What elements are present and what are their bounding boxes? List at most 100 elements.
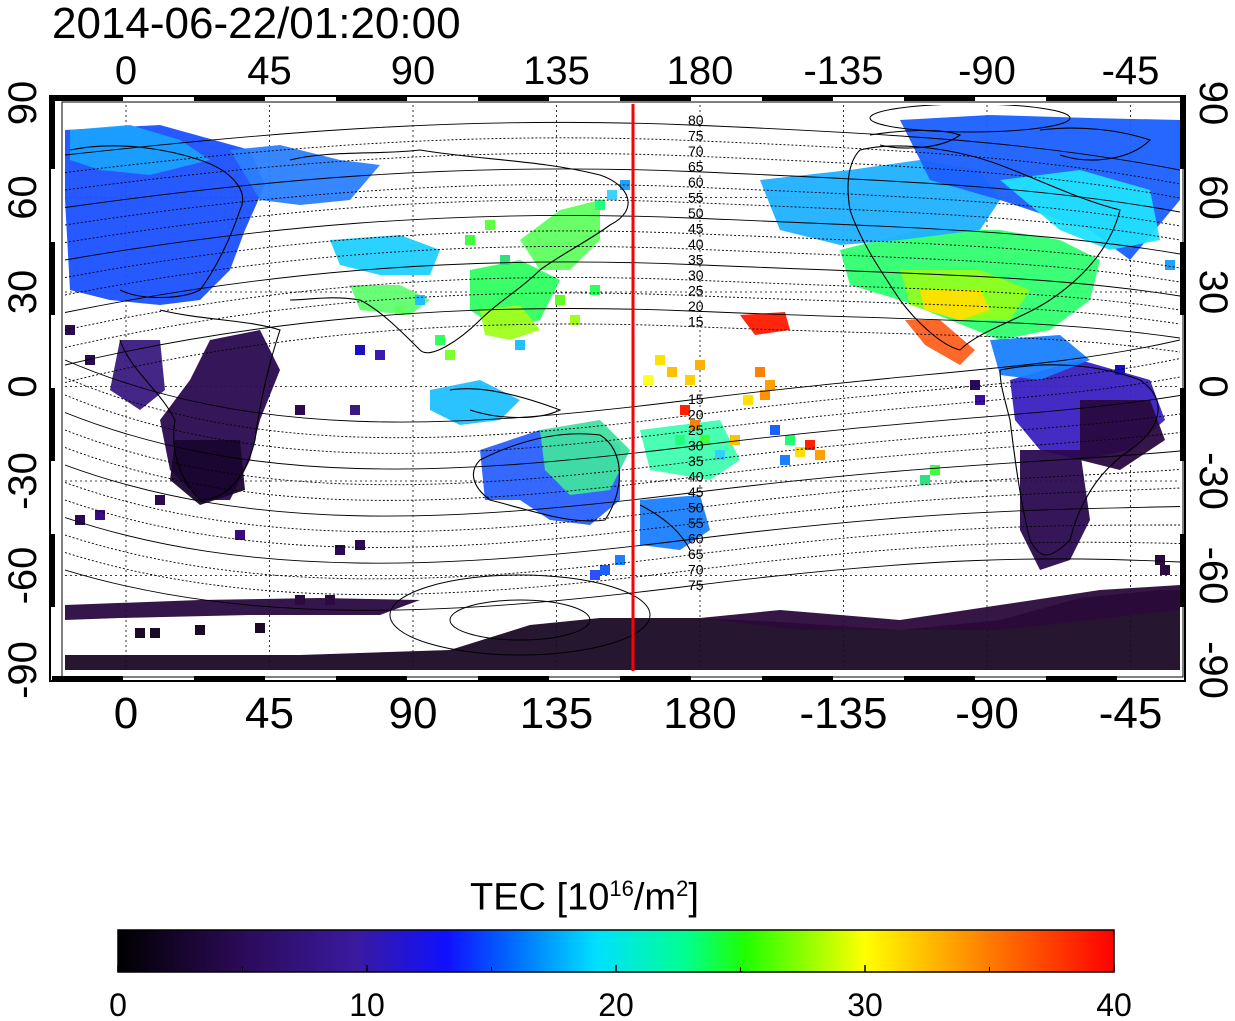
tec-cell (75, 515, 85, 525)
coastlines (69, 127, 1159, 556)
tec-patch (65, 590, 1180, 670)
tec-cell (95, 510, 105, 520)
coastline (1039, 127, 1152, 161)
tec-cell (815, 450, 825, 460)
tec-patch (640, 495, 710, 550)
tec-cell (590, 285, 600, 295)
contour-line (65, 152, 1180, 199)
coastline (289, 149, 629, 271)
lon-tick-label-bottom: -135 (799, 689, 887, 738)
lat-tick-label-left: 60 (1, 175, 45, 220)
scalebar-segment (52, 676, 123, 681)
tec-cell (255, 623, 265, 633)
contour-label: 80 (688, 112, 704, 128)
tec-cell (595, 200, 605, 210)
tec-cell (485, 220, 495, 230)
tec-cell (620, 180, 630, 190)
tec-cell (500, 255, 510, 265)
contour-label: 25 (688, 283, 704, 299)
scalebar-segment (50, 96, 55, 169)
scalebar-segment (1180, 96, 1185, 169)
tec-cell (685, 375, 695, 385)
lon-tick-label-top: 45 (247, 49, 292, 93)
contour-label: 65 (688, 159, 704, 175)
scalebar-segment (762, 676, 833, 681)
scalebar-segment (1180, 388, 1185, 461)
contour-line (65, 121, 1180, 171)
tec-cell (85, 355, 95, 365)
tec-patch (1080, 400, 1165, 470)
tec-cell (970, 380, 980, 390)
tec-cell (435, 335, 445, 345)
lon-tick-label-top: -90 (958, 49, 1016, 93)
tec-cell (607, 190, 617, 200)
scalebar-segment (478, 676, 549, 681)
tec-patch (920, 290, 990, 320)
tec-patch (330, 235, 440, 275)
tec-cell (570, 315, 580, 325)
tec-cell (325, 595, 335, 605)
tec-cell (643, 375, 653, 385)
contour-label: 40 (688, 236, 704, 252)
tec-cell (795, 447, 805, 457)
contour-ring (449, 599, 591, 641)
tec-cell (805, 440, 815, 450)
contour-label: 45 (688, 221, 704, 237)
colorbar-tick-label: 10 (349, 987, 385, 1021)
contour-label: 50 (688, 205, 704, 221)
tec-cell (655, 355, 665, 365)
tec-patch (480, 305, 540, 340)
coastline (847, 145, 1121, 351)
tec-cell (415, 295, 425, 305)
tec-cell (600, 565, 610, 575)
scalebar-segment (904, 96, 975, 101)
contour-line (65, 541, 1180, 595)
contour-line (65, 413, 1180, 486)
contour-label: 30 (688, 438, 704, 454)
tec-cell (555, 295, 565, 305)
tec-cell (1155, 555, 1165, 565)
lat-tick-label-right: -60 (1191, 547, 1235, 605)
tec-cell (195, 625, 205, 635)
lat-tick-label-right: 0 (1191, 375, 1235, 397)
tec-patch (230, 145, 380, 205)
lon-tick-label-bottom: 0 (114, 689, 138, 738)
tec-patch (70, 125, 210, 175)
tec-cell (295, 405, 305, 415)
scalebar-segment (1180, 242, 1185, 315)
tec-cell (675, 435, 685, 445)
tec-cell (743, 395, 753, 405)
scalebar-segment (620, 676, 691, 681)
tec-patch (905, 320, 975, 365)
contour-label: 25 (688, 422, 704, 438)
scalebar-segment (478, 96, 549, 101)
colorbar-label-unit: /m (633, 876, 677, 919)
coastline (449, 388, 562, 419)
contour-line (65, 323, 1180, 383)
contour-labels: 8075706560555045403530252015152025303540… (688, 112, 704, 593)
tec-cell (700, 435, 710, 445)
tec-cell (765, 380, 775, 390)
tec-patch (990, 335, 1090, 380)
coastline (119, 309, 281, 501)
tec-cell (1160, 565, 1170, 575)
lon-tick-label-bottom: 180 (663, 689, 736, 738)
tec-cell (590, 570, 600, 580)
contour-line (65, 137, 1180, 185)
contour-label: 75 (688, 128, 704, 144)
scalebar-segment (50, 242, 55, 315)
contour-label: 45 (688, 484, 704, 500)
contour-label: 35 (688, 252, 704, 268)
contour-label: 15 (688, 391, 704, 407)
lon-tick-label-bottom: 90 (389, 689, 438, 738)
scalebar-segment (620, 96, 691, 101)
tec-cell (730, 435, 740, 445)
contour-line (65, 277, 1180, 331)
coastline (472, 433, 620, 522)
tec-cell (465, 235, 475, 245)
colorbar-tick-label: 30 (847, 987, 883, 1021)
colorbar-label: TEC [1016/m2] (470, 868, 699, 919)
lon-tick-label-top: 180 (667, 49, 734, 93)
contour-line (65, 395, 1180, 470)
scalebar-segment (1046, 96, 1117, 101)
